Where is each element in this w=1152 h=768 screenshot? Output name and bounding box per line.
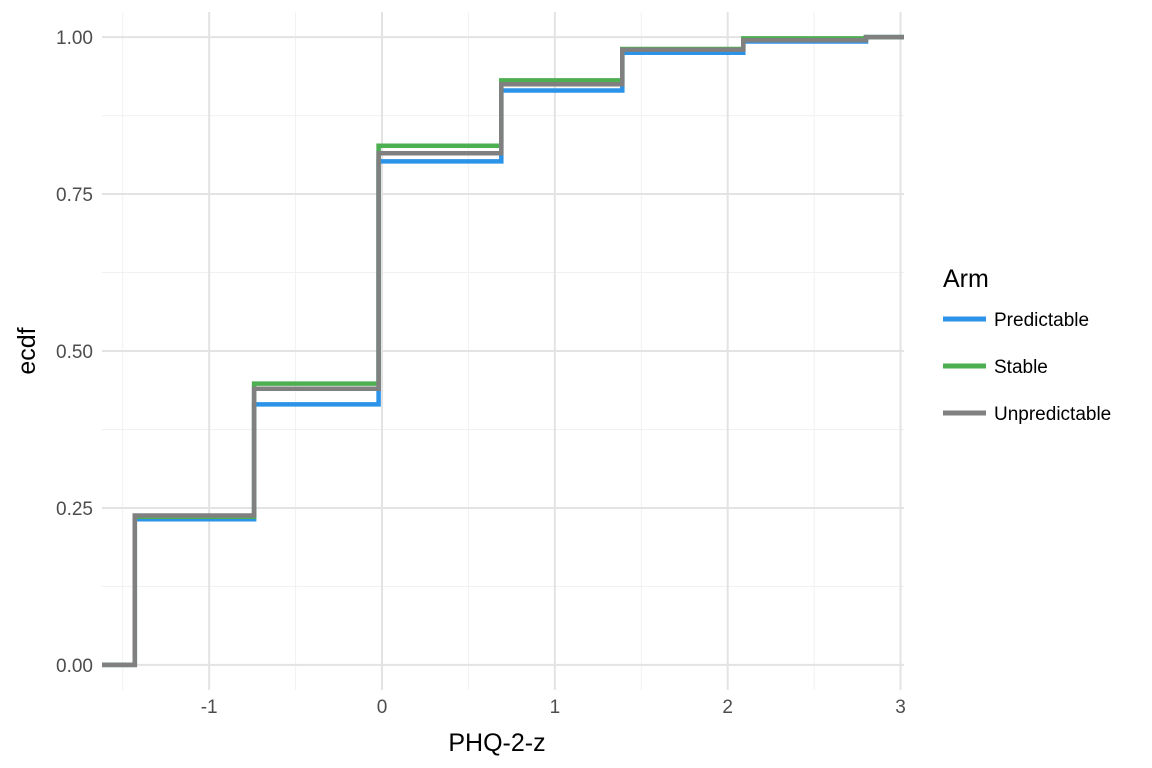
- legend-item-predictable: Predictable: [943, 310, 1089, 331]
- legend-item-unpredictable: Unpredictable: [943, 404, 1111, 425]
- y-tick-label: 0.75: [56, 185, 93, 206]
- y-tick-label: 0.25: [56, 499, 93, 520]
- y-tick-label: 1.00: [56, 28, 93, 49]
- legend: Arm Predictable Stable Unpredictable: [943, 265, 1111, 425]
- legend-label-stable: Stable: [994, 357, 1048, 378]
- x-axis-ticks: -1 0 1 2 3: [201, 697, 906, 718]
- y-axis-ticks: 0.00 0.25 0.50 0.75 1.00: [56, 28, 93, 677]
- y-tick-label: 0.00: [56, 656, 93, 677]
- x-axis-title: PHQ-2-z: [448, 729, 545, 757]
- legend-label-unpredictable: Unpredictable: [994, 404, 1111, 425]
- series-lines: [102, 34, 904, 668]
- major-gridlines: [102, 12, 904, 690]
- x-tick-label: 0: [377, 697, 388, 718]
- legend-label-predictable: Predictable: [994, 310, 1089, 331]
- x-tick-label: 1: [550, 697, 561, 718]
- x-tick-label: 3: [895, 697, 906, 718]
- y-axis-title: ecdf: [13, 327, 41, 374]
- x-tick-label: -1: [201, 697, 218, 718]
- x-tick-label: 2: [722, 697, 733, 718]
- series-line-unpredictable: [102, 34, 904, 668]
- y-tick-label: 0.50: [56, 342, 93, 363]
- legend-title: Arm: [943, 265, 989, 293]
- legend-item-stable: Stable: [943, 357, 1048, 378]
